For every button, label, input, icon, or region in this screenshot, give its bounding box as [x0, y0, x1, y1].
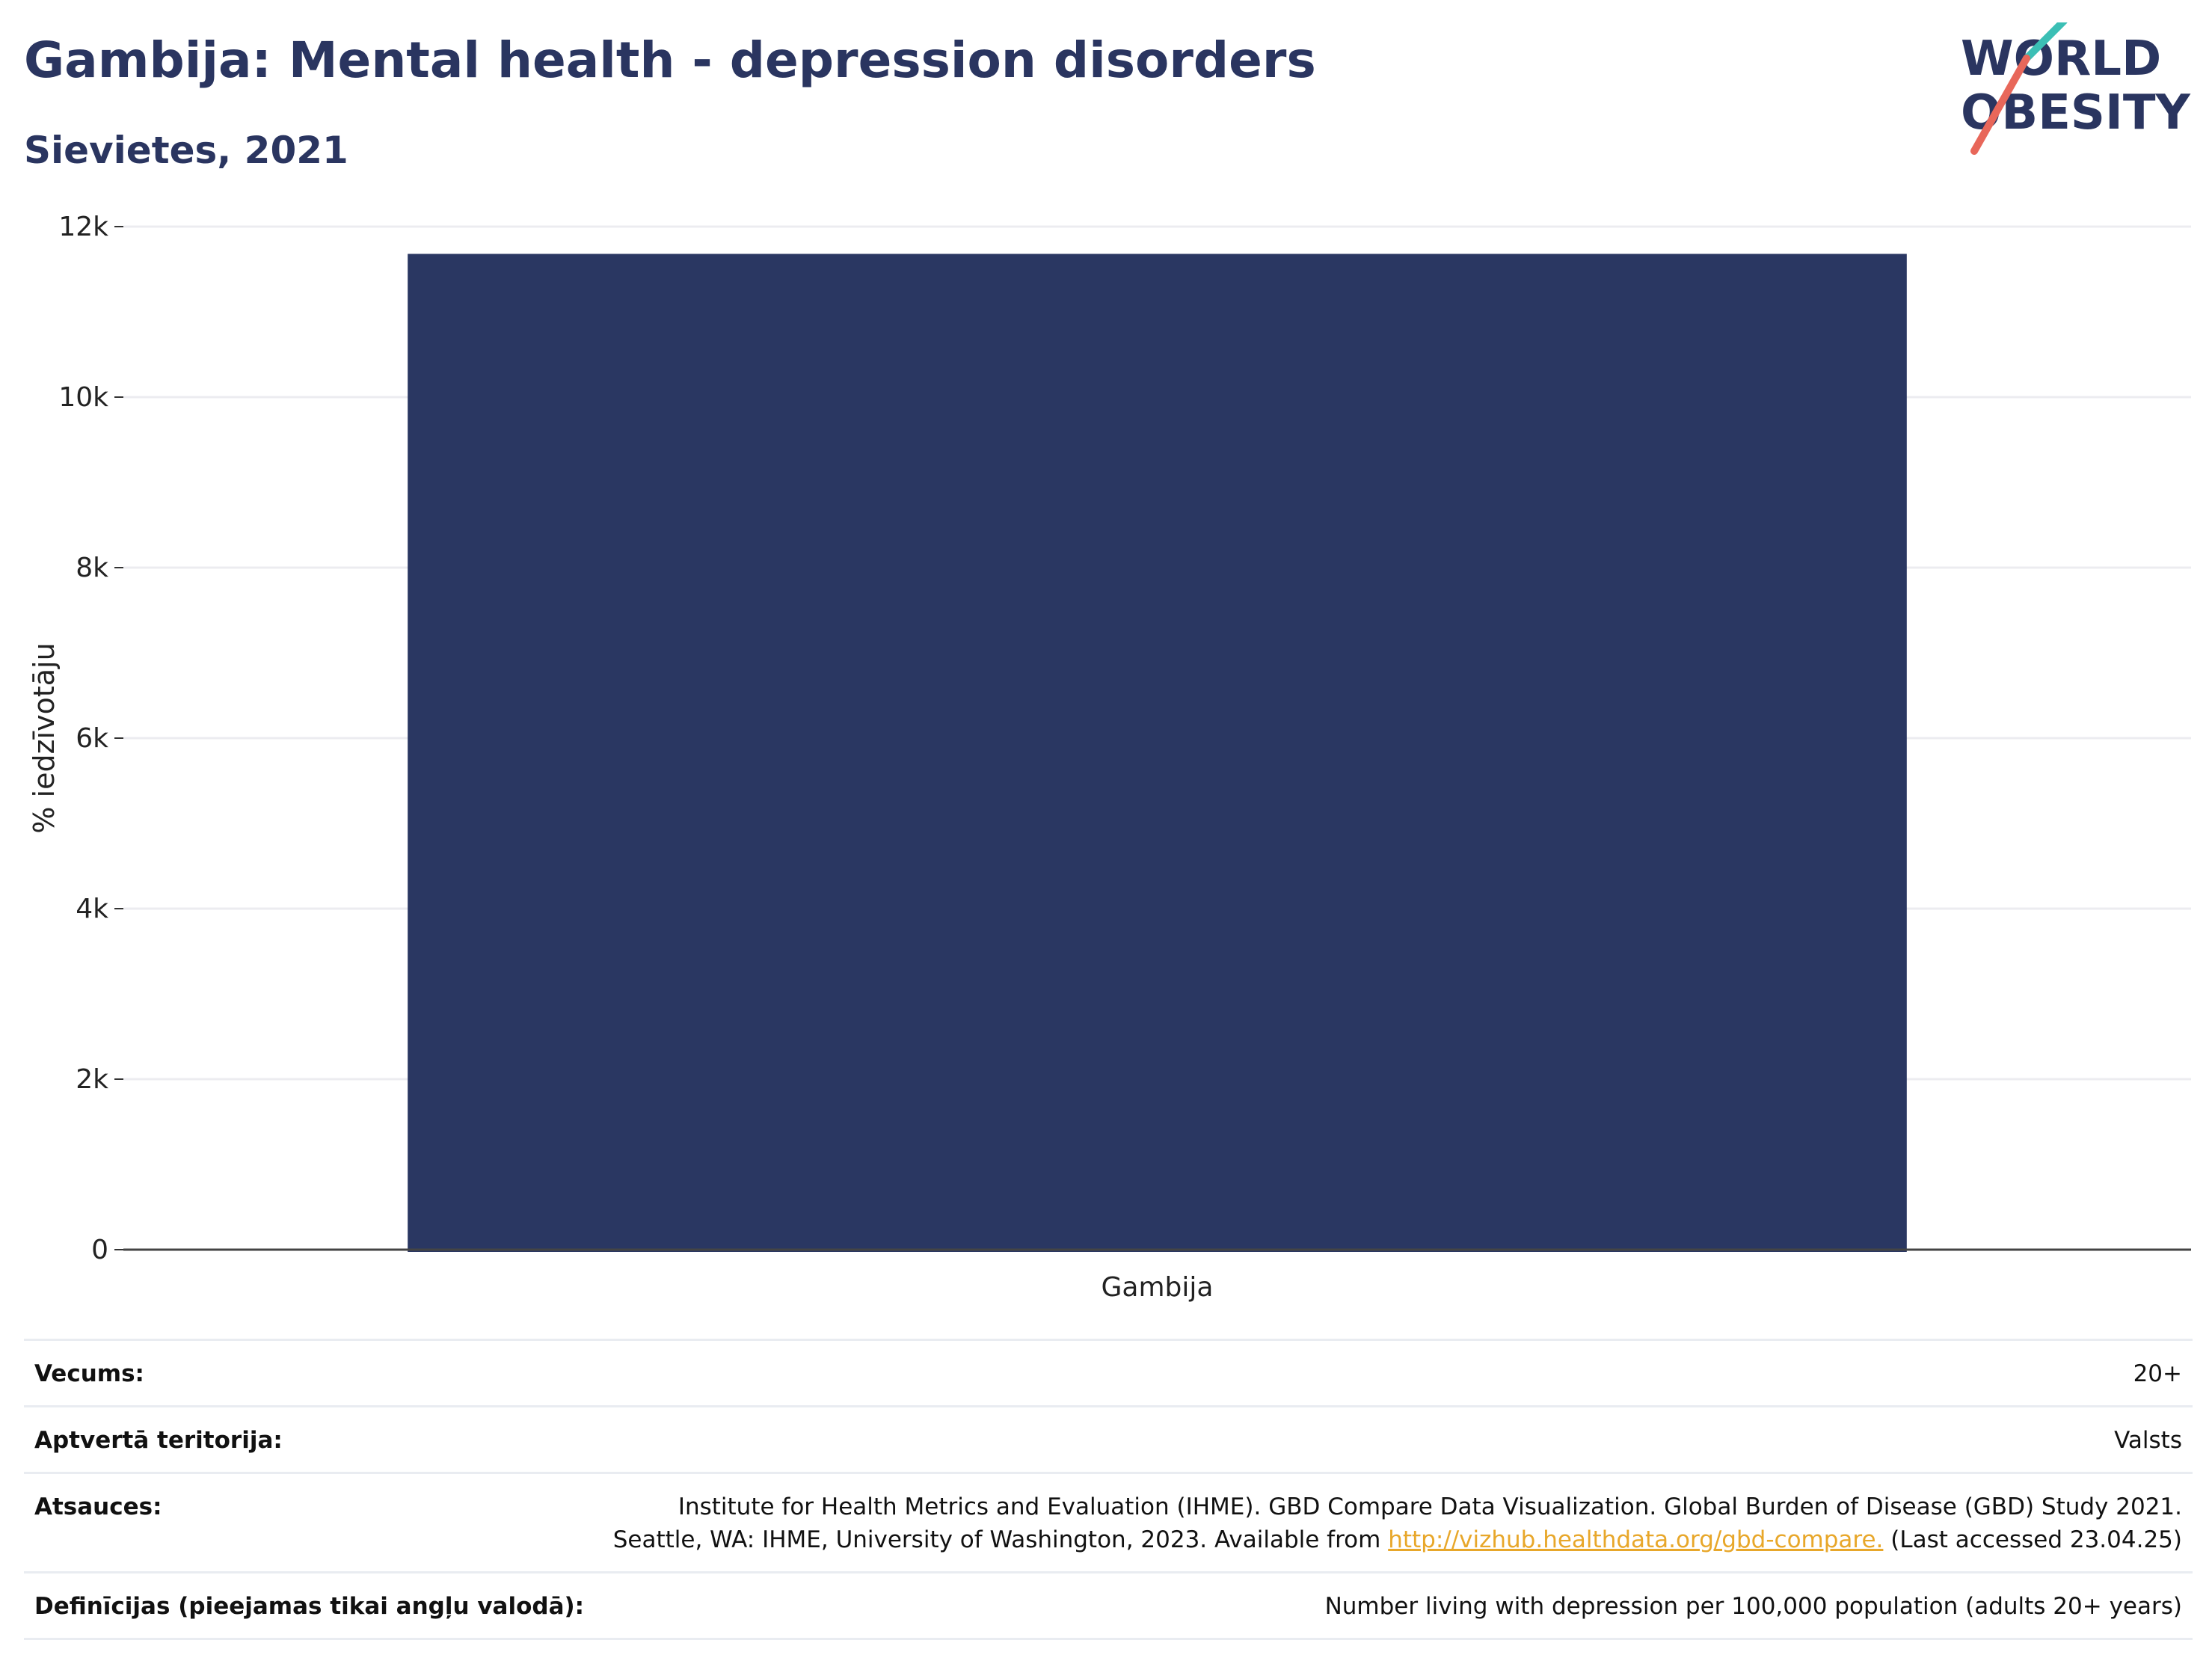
y-tick-label: 6k — [76, 723, 108, 754]
y-tick-label: 10k — [58, 382, 108, 413]
world-obesity-logo: WORLD OBESITY — [1961, 22, 2190, 155]
y-tick-label: 2k — [76, 1064, 108, 1095]
logo-slash-top — [2023, 22, 2068, 62]
reference-line1: Institute for Health Metrics and Evaluat… — [678, 1493, 2182, 1520]
reference-line2-post: (Last accessed 23.04.25) — [1883, 1526, 2182, 1553]
logo-line1: WORLD — [1961, 31, 2161, 87]
meta-value: Institute for Health Metrics and Evaluat… — [613, 1490, 2182, 1556]
y-tick-label: 8k — [76, 553, 108, 583]
meta-key: Aptvertā teritorija: — [34, 1427, 283, 1454]
y-tick-label: 4k — [76, 894, 108, 924]
meta-value: Number living with depression per 100,00… — [1324, 1593, 2182, 1620]
page-title: Gambija: Mental health - depression diso… — [24, 31, 1316, 89]
logo-slash-bottom — [1970, 55, 2030, 155]
meta-row-definitions: Definīcijas (pieejamas tikai angļu valod… — [24, 1571, 2193, 1640]
y-tick-label: 0 — [91, 1235, 108, 1265]
meta-row-territory: Aptvertā teritorija: Valsts — [24, 1405, 2193, 1472]
reference-line2-pre: Seattle, WA: IHME, University of Washing… — [612, 1526, 1389, 1553]
reference-link[interactable]: http://vizhub.healthdata.org/gbd-compare… — [1388, 1526, 1884, 1553]
x-tick-label: Gambija — [1102, 1272, 1214, 1303]
meta-key: Vecums: — [34, 1360, 144, 1387]
tick-labels: 0 2k 4k 6k 8k 10k 12k Gambija % iedzīvotāju — [28, 212, 1213, 1303]
meta-value: Valsts — [2114, 1427, 2182, 1454]
y-axis-title: % iedzīvotāju — [28, 642, 61, 833]
meta-row-age: Vecums: 20+ — [24, 1339, 2193, 1405]
bar — [408, 254, 1907, 1253]
metadata-table: Vecums: 20+ Aptvertā teritorija: Valsts … — [24, 1339, 2193, 1640]
axes — [114, 226, 2191, 1251]
bars — [408, 254, 1907, 1253]
meta-key: Definīcijas (pieejamas tikai angļu valod… — [34, 1593, 585, 1620]
meta-row-references: Atsauces: Institute for Health Metrics a… — [24, 1472, 2193, 1571]
meta-key: Atsauces: — [34, 1493, 162, 1520]
page-subtitle: Sievietes, 2021 — [24, 129, 348, 172]
y-tick-label: 12k — [58, 212, 108, 242]
bar-chart: 0 2k 4k 6k 8k 10k 12k Gambija % iedzīvotāju — [28, 212, 2191, 1303]
meta-value: 20+ — [2133, 1360, 2182, 1387]
